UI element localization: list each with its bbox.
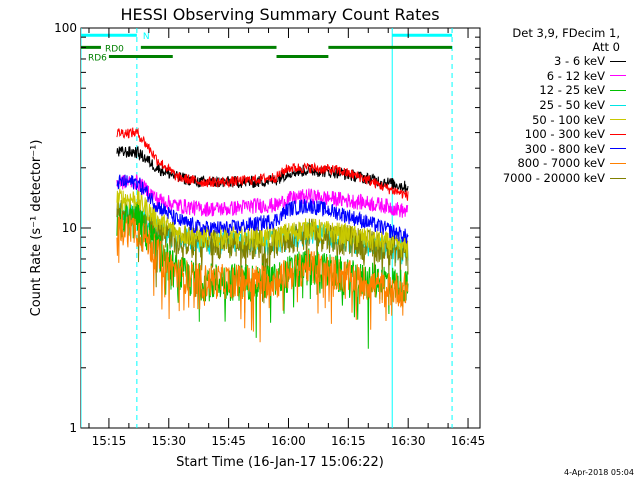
series-line-100-300keV (116, 127, 409, 201)
x-tick-label: 16:45 (451, 434, 486, 448)
legend-header-line-2: Att 0 (592, 40, 620, 54)
x-axis-label: Start Time (16-Jan-17 15:06:22) (176, 455, 384, 470)
legend-swatch (610, 60, 626, 62)
series-line-300-800keV (116, 174, 409, 244)
legend: Det 3,9, FDecim 1, Att 0 3 - 6 keV 6 - 12… (478, 26, 628, 185)
status-bar-label: RD6 (88, 54, 107, 64)
y-axis-label: Count Rate (s⁻¹ detector⁻¹) (29, 140, 44, 317)
x-tick-label: 16:30 (391, 434, 426, 448)
axis-ticks: 1 10 100 15:15 15:30 15:45 16:00 16:15 16:30 16:4… (54, 21, 485, 448)
legend-label: 100 - 300 keV (524, 127, 605, 142)
legend-label: 12 - 25 keV (539, 83, 605, 98)
legend-entries: 3 - 6 keV 6 - 12 keV 12 - 25 keV 25 - 50 ke… (478, 54, 628, 185)
legend-entry: 800 - 7000 keV (478, 156, 628, 171)
legend-swatch (610, 133, 626, 135)
series-line-3-6keV (116, 146, 409, 193)
legend-label: 6 - 12 keV (546, 68, 605, 83)
x-tick-label: 15:45 (211, 434, 246, 448)
series-group (116, 127, 409, 349)
legend-entry: 7000 - 20000 keV (478, 171, 628, 186)
series-line-7000-20000keV (116, 198, 409, 304)
x-tick-label: 15:30 (151, 434, 186, 448)
legend-swatch (610, 104, 626, 106)
legend-swatch (610, 89, 626, 91)
footer-timestamp: 4-Apr-2018 05:04 (564, 468, 634, 477)
legend-label: 7000 - 20000 keV (502, 171, 605, 186)
legend-entry: 12 - 25 keV (478, 83, 628, 98)
x-tick-label: 15:15 (92, 434, 127, 448)
chart-title: HESSI Observing Summary Count Rates (120, 5, 439, 24)
y-tick-label: 100 (54, 21, 77, 35)
y-tick-label: 10 (62, 221, 77, 235)
legend-entry: 6 - 12 keV (478, 69, 628, 84)
legend-label: 800 - 7000 keV (517, 156, 605, 171)
legend-label: 300 - 800 keV (524, 141, 605, 156)
legend-entry: 3 - 6 keV (478, 54, 628, 69)
status-bar-label: RD0 (105, 44, 124, 54)
legend-swatch (610, 75, 626, 77)
legend-header-line-1: Det 3,9, FDecim 1, (512, 26, 620, 40)
legend-label: 25 - 50 keV (539, 98, 605, 113)
legend-label: 3 - 6 keV (554, 54, 605, 69)
legend-swatch (610, 162, 626, 164)
legend-swatch (610, 177, 626, 179)
legend-swatch (610, 148, 626, 150)
series-line-50-100keV (116, 188, 409, 259)
legend-entry: 300 - 800 keV (478, 142, 628, 157)
y-tick-label: 1 (69, 421, 77, 435)
legend-label: 50 - 100 keV (532, 112, 605, 127)
legend-entry: 100 - 300 keV (478, 127, 628, 142)
legend-entry: 50 - 100 keV (478, 112, 628, 127)
status-bar-label: N (143, 32, 150, 42)
series-line-800-7000keV (116, 214, 409, 343)
legend-swatch (610, 119, 626, 121)
x-tick-label: 16:00 (271, 434, 306, 448)
legend-entry: 25 - 50 keV (478, 98, 628, 113)
x-tick-label: 16:15 (331, 434, 366, 448)
